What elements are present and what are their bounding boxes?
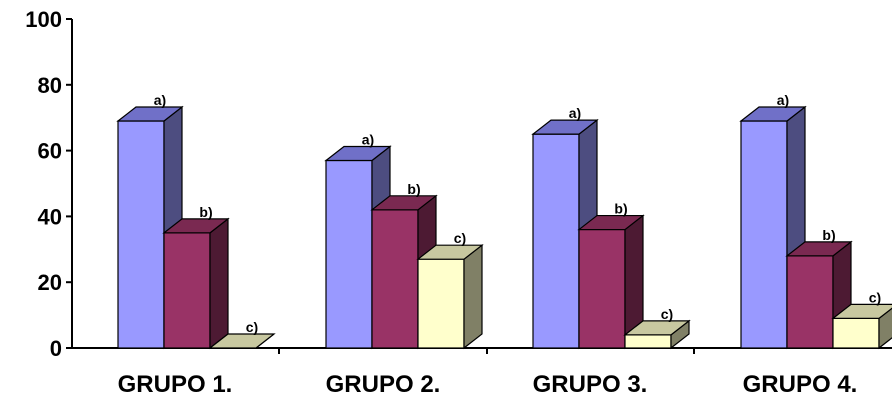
bar-b-side — [209, 217, 229, 350]
bar-data-label: b) — [614, 201, 627, 217]
bar-b-front — [578, 228, 626, 349]
bar-a-front — [325, 159, 373, 349]
bar-c-front — [624, 334, 672, 349]
bar-data-label: c) — [661, 306, 673, 322]
bar-c-top — [831, 303, 892, 319]
bar-data-label: c) — [869, 289, 881, 305]
bar-data-label: b) — [407, 181, 420, 197]
bar-data-label: b) — [822, 227, 835, 243]
x-category-label: GRUPO 4. — [743, 371, 858, 398]
y-tick-label: 40 — [38, 204, 62, 229]
bar-a-top — [739, 106, 807, 122]
y-tick-label: 80 — [38, 73, 62, 98]
bar-data-label: a) — [362, 131, 374, 147]
bar-c-front — [832, 317, 880, 349]
bar-a-front — [740, 120, 788, 349]
y-tick-label: 0 — [50, 336, 62, 361]
bar-c-front — [417, 258, 465, 349]
bar-c-top — [208, 333, 276, 349]
bar-a-top — [324, 145, 392, 162]
bar-data-label: c) — [454, 230, 466, 246]
bar-a-front — [117, 120, 165, 349]
bar-data-label: a) — [154, 92, 166, 108]
bar-b-top — [785, 241, 853, 257]
x-category-label: GRUPO 1. — [118, 371, 233, 398]
bar-a-top — [116, 106, 184, 122]
bar-c-top — [416, 244, 484, 260]
bar-data-label: b) — [199, 204, 212, 220]
bar-b-front — [371, 209, 419, 349]
bar-data-label: a) — [569, 105, 581, 121]
bar-c-side — [463, 243, 483, 350]
bar-c-top — [623, 320, 691, 336]
x-category-label: GRUPO 3. — [533, 371, 648, 398]
y-tick-label: 60 — [38, 139, 62, 164]
bar-b-top — [162, 218, 230, 234]
bar-a-top — [531, 119, 599, 135]
bar-b-front — [163, 232, 211, 349]
bar-data-label: c) — [246, 319, 258, 335]
bar-data-label: a) — [777, 92, 789, 108]
y-tick-label: 20 — [38, 270, 62, 295]
y-tick-label: 100 — [25, 7, 62, 32]
x-category-label: GRUPO 2. — [326, 371, 441, 398]
bar-b-front — [786, 255, 834, 349]
bar-b-top — [577, 214, 645, 231]
bar-b-top — [370, 195, 438, 211]
bar-a-front — [532, 133, 580, 349]
